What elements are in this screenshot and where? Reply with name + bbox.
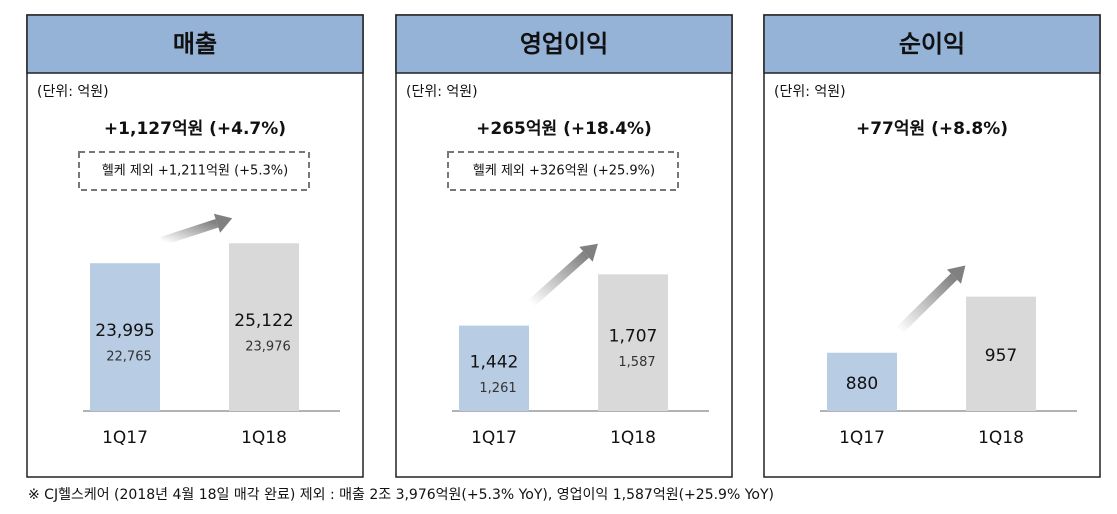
note-box	[447, 151, 679, 191]
trend-arrow	[160, 218, 219, 246]
value-label: 25,122	[234, 311, 293, 331]
bar	[966, 296, 1036, 411]
note: 헬케 제외 +326억원 (+25.9%)	[473, 164, 655, 179]
note: 헬케 제외 +1,211억원 (+5.3%)	[102, 164, 288, 179]
panel-header	[395, 14, 733, 74]
panel	[395, 14, 733, 478]
x-tick-label: 1Q18	[978, 428, 1024, 448]
headline: +1,127억원 (+4.7%)	[104, 119, 286, 139]
arrow-head	[946, 265, 966, 284]
excluding-label: 22,765	[106, 350, 152, 365]
value-label: 23,995	[95, 321, 154, 341]
trend-arrow	[895, 273, 958, 334]
excluding-label: 23,976	[245, 340, 291, 355]
unit-label: (단위: 억원)	[774, 84, 846, 100]
panel-header	[26, 14, 364, 74]
bar	[598, 274, 668, 411]
panel-title: 순이익	[899, 30, 965, 58]
panel	[26, 14, 364, 478]
trend-arrow	[527, 251, 590, 307]
panel-title: 영업이익	[520, 30, 608, 58]
headline: +77억원 (+8.8%)	[856, 119, 1008, 139]
x-tick-label: 1Q17	[471, 428, 517, 448]
unit-label: (단위: 억원)	[37, 84, 109, 100]
x-tick-label: 1Q18	[610, 428, 656, 448]
value-label: 1,707	[609, 327, 658, 347]
value-label: 1,442	[470, 352, 519, 372]
headline: +265억원 (+18.4%)	[476, 119, 652, 139]
bar	[229, 243, 299, 411]
unit-label: (단위: 억원)	[406, 84, 478, 100]
bar	[827, 352, 897, 411]
x-tick-label: 1Q17	[839, 428, 885, 448]
arrow-head	[579, 243, 598, 262]
excluding-label: 1,261	[479, 381, 516, 396]
excluding-label: 1,587	[618, 355, 655, 370]
note-box	[78, 151, 310, 191]
x-tick-label: 1Q18	[241, 428, 287, 448]
value-label: 957	[985, 346, 1017, 366]
value-label: 880	[846, 374, 878, 394]
arrow-head	[213, 213, 233, 233]
x-tick-label: 1Q17	[102, 428, 148, 448]
footnote: ※ CJ헬스케어 (2018년 4월 18일 매각 완료) 제외 : 매출 2조…	[28, 487, 774, 503]
bar	[459, 325, 529, 411]
bar	[90, 263, 160, 411]
panel-header	[763, 14, 1101, 74]
panel	[763, 14, 1101, 478]
panel-title: 매출	[173, 30, 217, 58]
